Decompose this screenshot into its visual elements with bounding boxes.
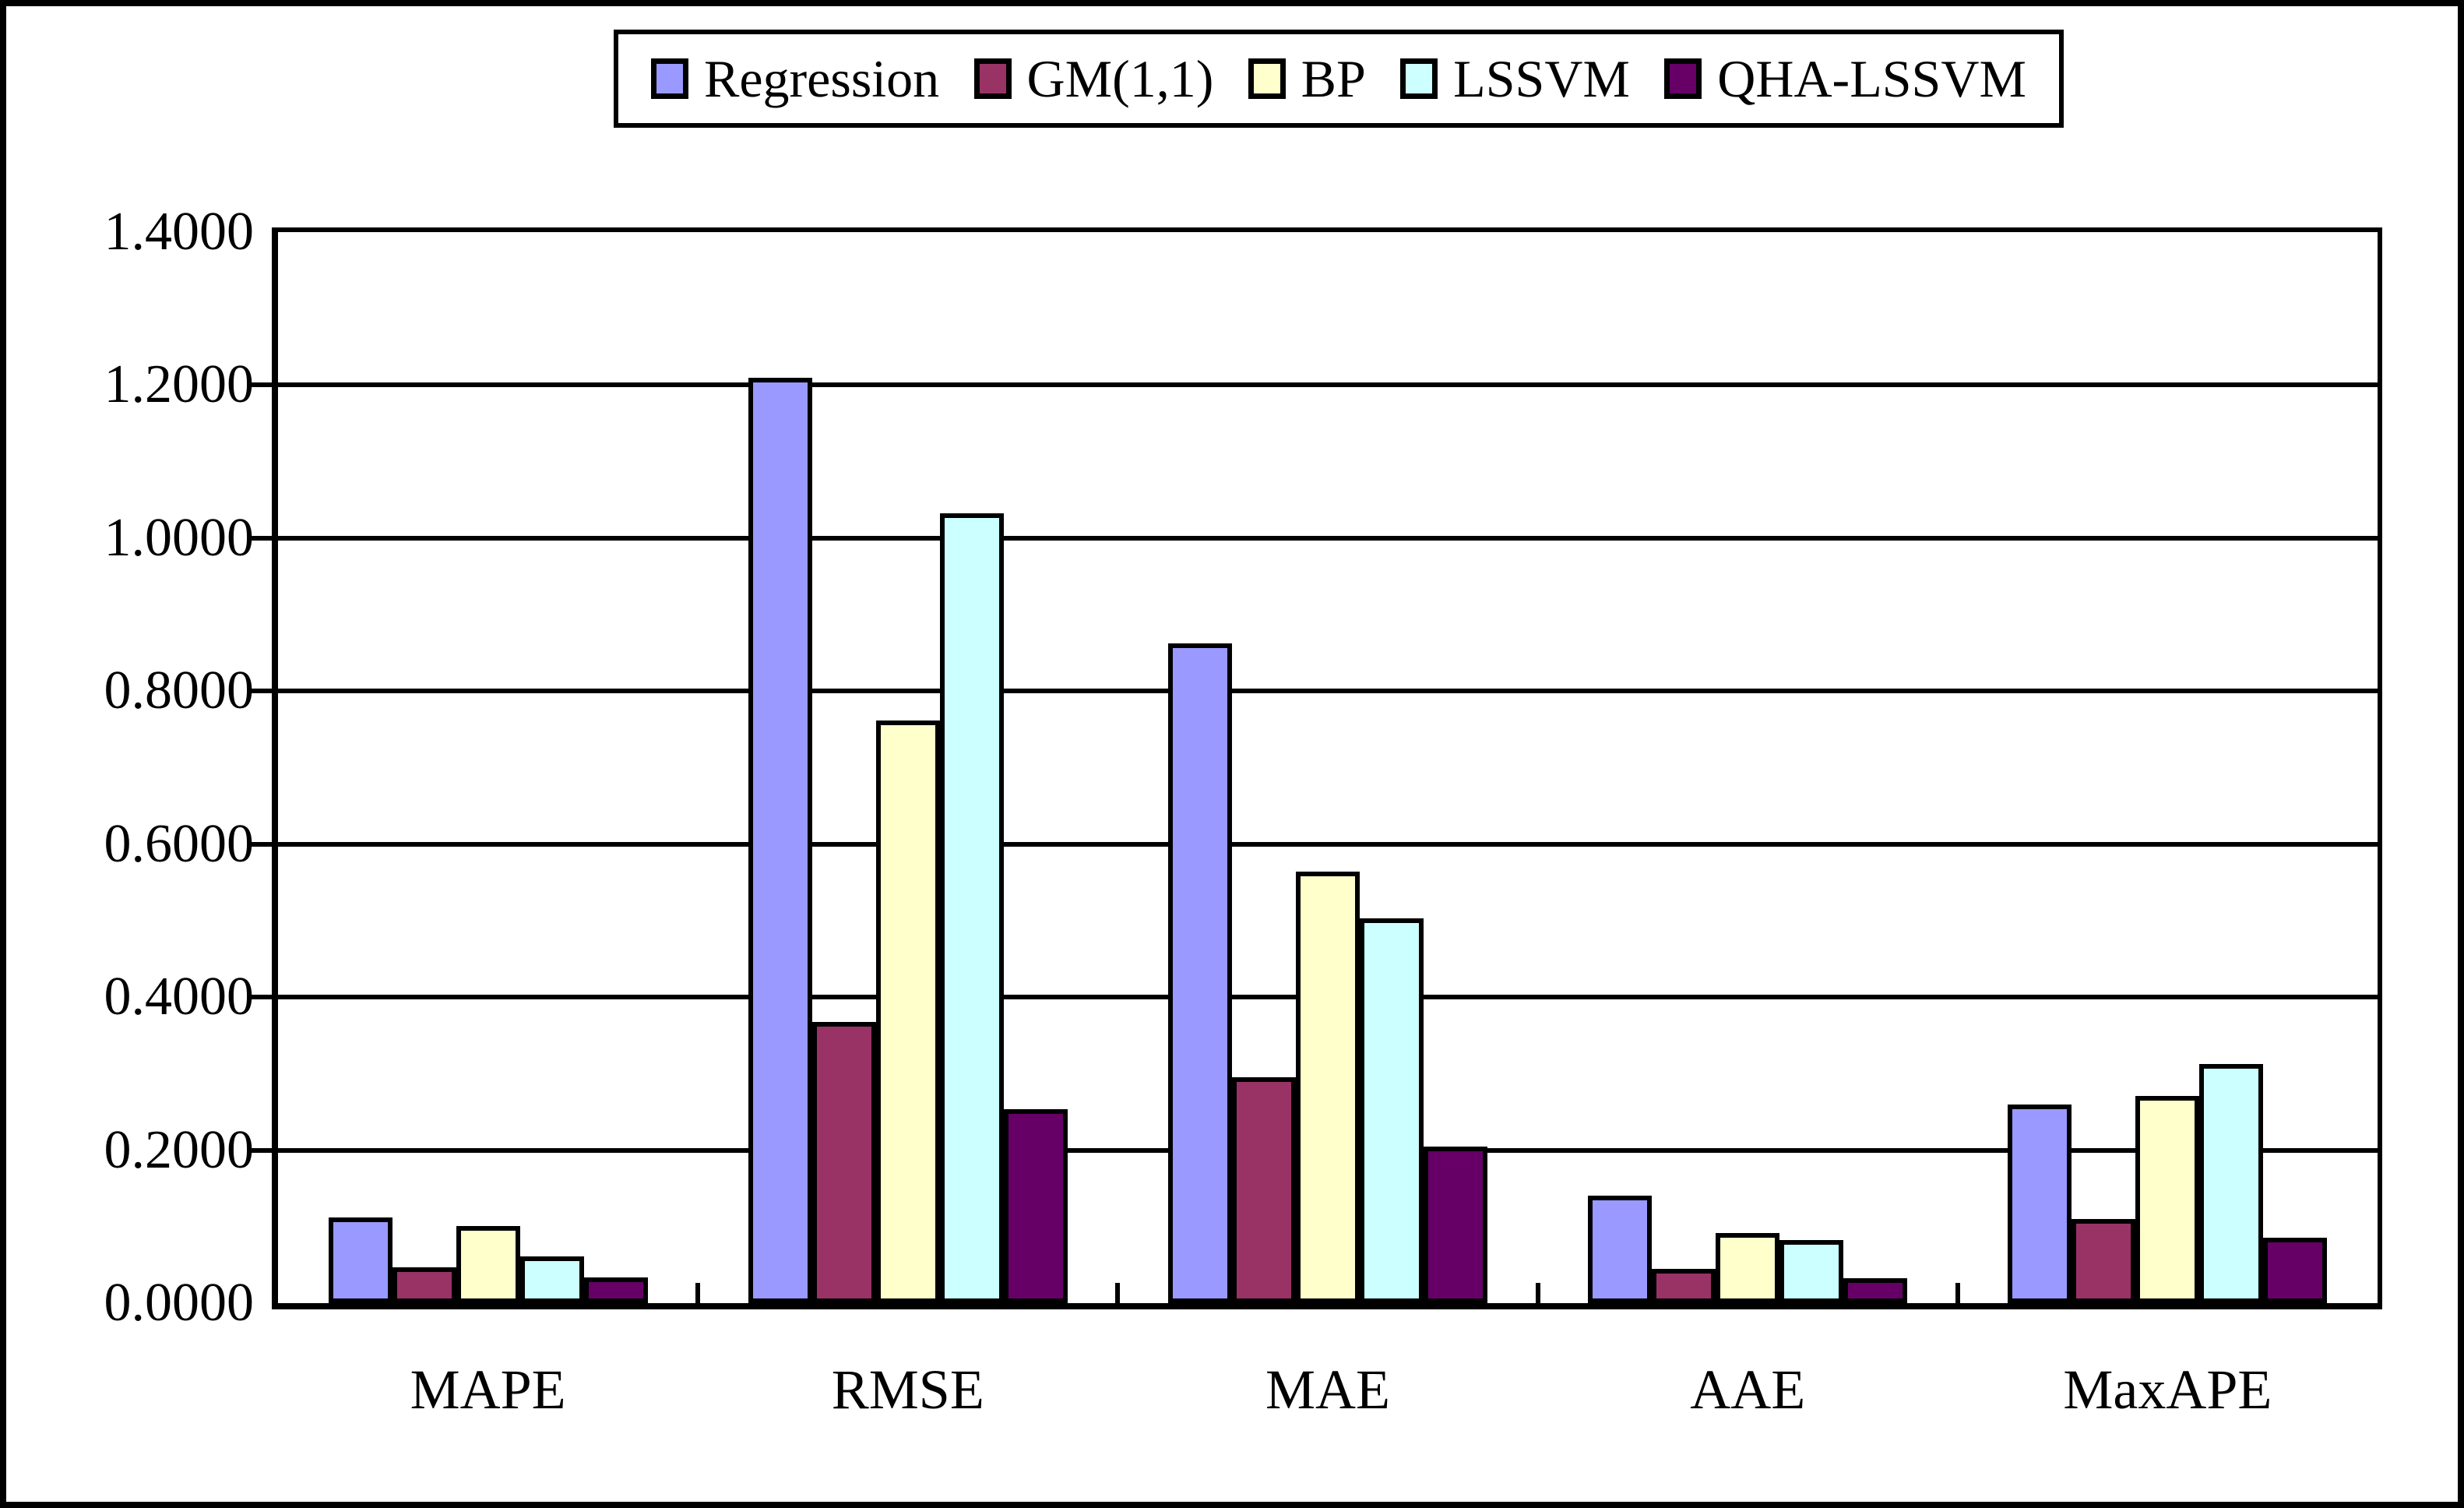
x-axis-category-label: MAPE [410,1358,566,1421]
legend-item: LSSVM [1400,52,1630,105]
bar-RMSE-QHA-LSSVM [1003,1109,1068,1303]
x-axis-tick [695,1283,701,1303]
y-axis-tick-label: 1.4000 [104,202,255,262]
legend-swatch-icon [973,58,1012,99]
y-axis-tick-label: 1.0000 [104,507,255,568]
y-axis-tick-label: 0.6000 [104,813,255,874]
y-axis-tick [250,535,272,541]
bar-MaxAPE-GM(1,1) [2072,1219,2136,1303]
legend-label: LSSVM [1453,49,1630,108]
bar-MAPE-LSSVM [519,1256,584,1303]
bar-RMSE-LSSVM [939,513,1004,1303]
bar-MAPE-GM(1,1) [392,1267,456,1303]
x-axis-category-label: RMSE [831,1358,984,1421]
y-axis-tick-label: 0.2000 [104,1119,255,1180]
legend-swatch-icon [1664,58,1702,99]
x-axis-tick [1955,1283,1960,1303]
bar-MaxAPE-QHA-LSSVM [2263,1238,2328,1303]
bar-MAPE-Regression [328,1217,392,1303]
bar-AAE-BP [1716,1233,1780,1303]
x-axis-category-label: MaxAPE [2063,1358,2272,1421]
chart-legend: Regression GM(1,1) BP LSSVM QHA-LSSVM [614,30,2064,128]
bar-AAE-LSSVM [1779,1240,1844,1303]
bar-MaxAPE-BP [2135,1096,2200,1303]
y-axis-tick-label: 0.8000 [104,661,255,721]
x-axis-category-label: AAE [1690,1358,1806,1421]
y-axis-tick-label: 0.4000 [104,967,255,1027]
legend-item: Regression [651,52,939,105]
bar-MaxAPE-Regression [2008,1105,2072,1303]
gridline [278,382,2378,388]
bar-AAE-GM(1,1) [1652,1269,1716,1303]
legend-label: GM(1,1) [1026,49,1214,108]
legend-label: Regression [704,49,940,108]
bar-RMSE-BP [875,721,940,1303]
y-axis-tick [250,995,272,1000]
gridline [278,535,2378,541]
bar-MAPE-QHA-LSSVM [583,1277,648,1303]
y-axis-tick [250,689,272,694]
gridline [278,689,2378,694]
legend-item: BP [1248,52,1366,105]
bar-MaxAPE-LSSVM [2199,1064,2264,1303]
gridline [278,841,2378,847]
y-axis-tick-label: 0.0000 [104,1273,255,1333]
bar-MAE-BP [1296,872,1360,1303]
bar-MAE-QHA-LSSVM [1424,1147,1487,1303]
bar-MAE-LSSVM [1360,918,1424,1303]
y-axis-tick [250,841,272,847]
bar-RMSE-Regression [748,378,812,1303]
legend-label: BP [1301,49,1366,108]
legend-label: QHA-LSSVM [1717,49,2026,108]
legend-swatch-icon [1400,58,1438,99]
legend-item: QHA-LSSVM [1664,52,2026,105]
bar-AAE-QHA-LSSVM [1843,1278,1908,1303]
legend-item: GM(1,1) [973,49,1214,108]
x-axis-tick [1535,1283,1540,1303]
bar-MAE-Regression [1168,643,1232,1303]
bar-MAPE-BP [456,1226,520,1303]
plot-area [250,227,2382,1309]
y-axis-tick [250,1147,272,1153]
bar-RMSE-GM(1,1) [811,1022,876,1303]
x-axis-category-label: MAE [1265,1358,1390,1421]
legend-swatch-icon [651,58,688,99]
x-axis-tick [1115,1283,1121,1303]
bar-AAE-Regression [1588,1196,1653,1303]
bar-MAE-GM(1,1) [1232,1077,1296,1303]
y-axis-tick [250,382,272,388]
legend-swatch-icon [1248,58,1286,99]
y-axis-tick-label: 1.2000 [104,354,255,415]
